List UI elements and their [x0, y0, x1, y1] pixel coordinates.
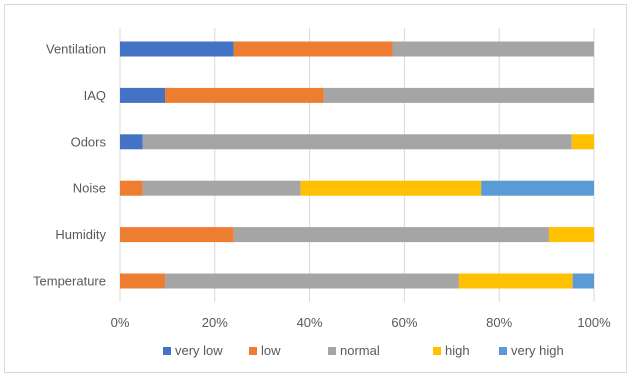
x-tick-labels: 0% 20% 40% 60% 80% 100% [111, 315, 611, 330]
legend-label: very high [511, 343, 564, 358]
gridlines [119, 28, 595, 302]
bars [120, 41, 594, 289]
category-labels: Ventilation IAQ Odors Noise Humidity Temperat… [33, 42, 106, 289]
bar-segment-high [458, 273, 573, 289]
category-label: Odors [71, 134, 107, 149]
bar-segment-normal [142, 134, 572, 150]
bar-segment-low [233, 41, 393, 57]
bar-segment-very-high [481, 180, 594, 196]
legend-swatch [433, 347, 441, 355]
bar-segment-low [120, 273, 166, 289]
category-label: Temperature [33, 274, 106, 289]
legend-swatch [163, 347, 171, 355]
legend-label: high [445, 343, 470, 358]
bar-segment-low [120, 227, 234, 243]
x-tick-label: 20% [202, 315, 228, 330]
bar-segment-normal [165, 273, 459, 289]
bar-segment-low [165, 87, 324, 103]
bar-segment-very-low [120, 134, 143, 150]
bar-segment-normal [233, 227, 549, 243]
legend: very low low normal high very high [163, 343, 564, 358]
bar-segment-normal [142, 180, 301, 196]
bar-segment-very-low [120, 87, 166, 103]
legend-label: very low [175, 343, 223, 358]
category-label: IAQ [84, 88, 106, 103]
x-tick-label: 0% [111, 315, 130, 330]
legend-label: low [261, 343, 281, 358]
bar-segment-very-low [120, 41, 234, 57]
bar-segment-normal [323, 87, 594, 103]
legend-swatch [249, 347, 257, 355]
x-tick-label: 80% [486, 315, 512, 330]
bar-segment-normal [392, 41, 594, 57]
bar-segment-high [300, 180, 482, 196]
bar-segment-very-high [572, 273, 594, 289]
category-label: Humidity [55, 227, 106, 242]
x-tick-label: 40% [297, 315, 323, 330]
legend-swatch [499, 347, 507, 355]
x-tick-label: 100% [577, 315, 611, 330]
bar-segment-low [120, 180, 143, 196]
category-label: Noise [73, 181, 106, 196]
legend-swatch [328, 347, 336, 355]
legend-label: normal [340, 343, 380, 358]
x-tick-label: 60% [391, 315, 417, 330]
category-label: Ventilation [46, 42, 106, 57]
bar-segment-high [571, 134, 594, 150]
bar-segment-high [548, 227, 594, 243]
